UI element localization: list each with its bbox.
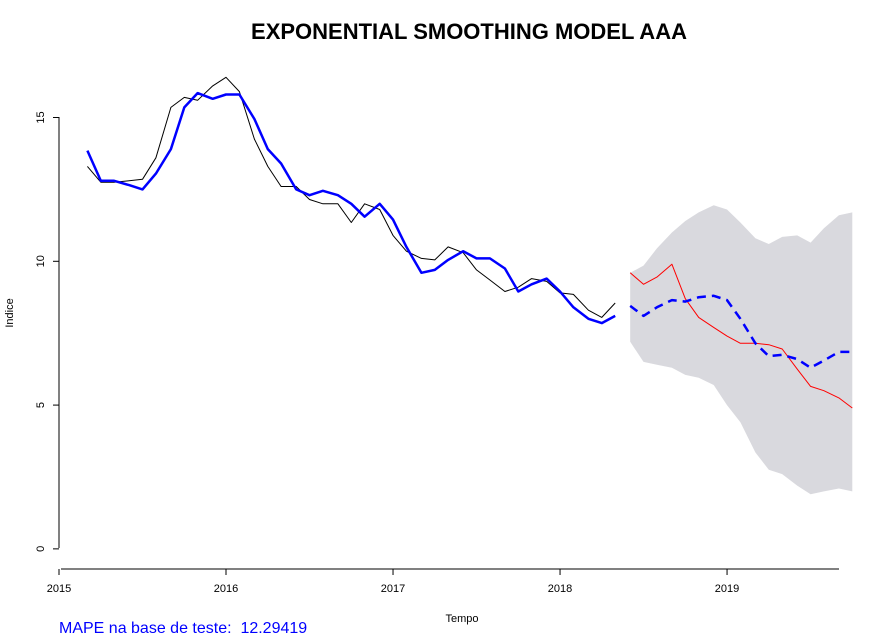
mape-footnote: MAPE na base de teste: 12.29419 [59,620,308,637]
chart-title: EXPONENTIAL SMOOTHING MODEL AAA [251,19,687,44]
forecast-series-line [629,294,853,369]
y-tick-label: 15 [35,111,47,123]
y-tick-label: 10 [35,255,47,267]
x-tick-label: 2019 [715,583,739,595]
x-tick-label: 2015 [47,583,71,595]
prediction-interval-band [630,205,853,495]
test-series-line [629,263,853,409]
y-tick-label: 0 [35,546,47,552]
axes: 2015 2016 2017 2018 2019 0 5 10 15 [35,111,839,595]
x-axis-label: Tempo [445,613,478,625]
x-tick-label: 2017 [381,583,405,595]
series-layer [86,76,853,409]
x-tick-label: 2016 [214,583,238,595]
prediction-interval-layer [630,205,853,495]
y-axis-label: Indice [4,298,16,327]
x-tick-label: 2018 [548,583,572,595]
fitted-series-line [86,91,616,325]
y-tick-label: 5 [35,402,47,408]
actual-series-line [87,76,616,318]
